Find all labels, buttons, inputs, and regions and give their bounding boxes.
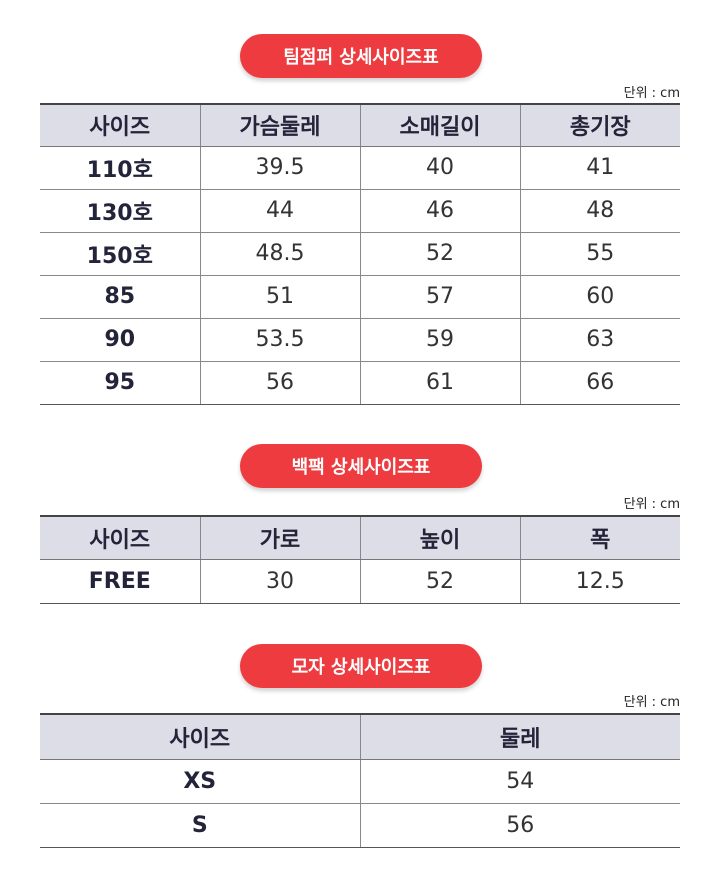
col-header-width: 가로: [199, 515, 360, 560]
jumper-size-title: 팀점퍼 상세사이즈표: [240, 34, 482, 78]
value-cell: 52: [359, 232, 520, 276]
jumper-unit-label: 단위 : cm: [623, 86, 680, 101]
value-cell: 60: [519, 275, 680, 319]
hat-size-title: 모자 상세사이즈표: [240, 644, 482, 688]
hat-unit-label: 단위 : cm: [623, 695, 680, 710]
table-row: XS 54: [40, 759, 680, 804]
value-cell: 30: [199, 559, 360, 604]
jumper-size-section: 팀점퍼 상세사이즈표 단위 : cm 사이즈 가슴둘레 소매길이 총기장 110…: [40, 34, 680, 406]
backpack-size-section: 백팩 상세사이즈표 단위 : cm 사이즈 가로 높이 폭 FREE 30 52…: [40, 444, 680, 604]
backpack-size-table: 사이즈 가로 높이 폭 FREE 30 52 12.5: [40, 515, 680, 604]
table-row: S 56: [40, 803, 680, 848]
col-header-size: 사이즈: [40, 103, 200, 147]
value-cell: 63: [519, 318, 680, 362]
col-header-circumference: 둘레: [359, 713, 680, 760]
col-header-size: 사이즈: [40, 515, 200, 560]
value-cell: 41: [519, 146, 680, 190]
value-cell: 56: [199, 361, 360, 405]
size-cell: S: [40, 803, 360, 848]
value-cell: 66: [519, 361, 680, 405]
table-row: 150호 48.5 52 55: [40, 232, 680, 276]
value-cell: 59: [359, 318, 520, 362]
value-cell: 40: [359, 146, 520, 190]
col-header-sleeve: 소매길이: [359, 103, 520, 147]
col-header-chest: 가슴둘레: [199, 103, 360, 147]
value-cell: 46: [359, 189, 520, 233]
value-cell: 48: [519, 189, 680, 233]
col-header-height: 높이: [359, 515, 520, 560]
size-cell: 90: [40, 318, 200, 362]
size-cell: 85: [40, 275, 200, 319]
col-header-length: 총기장: [519, 103, 680, 147]
backpack-size-title: 백팩 상세사이즈표: [240, 444, 482, 488]
hat-size-section: 모자 상세사이즈표 단위 : cm 사이즈 둘레 XS 54 S 56: [40, 644, 680, 854]
value-cell: 51: [199, 275, 360, 319]
value-cell: 57: [359, 275, 520, 319]
table-row: 95 56 61 66: [40, 361, 680, 405]
value-cell: 56: [359, 803, 680, 848]
size-cell: XS: [40, 759, 360, 804]
value-cell: 39.5: [199, 146, 360, 190]
size-cell: 95: [40, 361, 200, 405]
col-header-depth: 폭: [519, 515, 680, 560]
value-cell: 12.5: [519, 559, 680, 604]
value-cell: 52: [359, 559, 520, 604]
table-row: 130호 44 46 48: [40, 189, 680, 233]
size-cell: 110호: [40, 146, 200, 190]
jumper-size-table: 사이즈 가슴둘레 소매길이 총기장 110호 39.5 40 41 130호 4…: [40, 103, 680, 405]
value-cell: 44: [199, 189, 360, 233]
value-cell: 53.5: [199, 318, 360, 362]
size-cell: FREE: [40, 559, 200, 604]
value-cell: 61: [359, 361, 520, 405]
value-cell: 48.5: [199, 232, 360, 276]
table-row: 110호 39.5 40 41: [40, 146, 680, 190]
size-cell: 150호: [40, 232, 200, 276]
backpack-unit-label: 단위 : cm: [623, 497, 680, 512]
value-cell: 54: [359, 759, 680, 804]
size-cell: 130호: [40, 189, 200, 233]
table-row: 85 51 57 60: [40, 275, 680, 319]
table-row: 90 53.5 59 63: [40, 318, 680, 362]
col-header-size: 사이즈: [40, 713, 360, 760]
hat-size-table: 사이즈 둘레 XS 54 S 56: [40, 713, 680, 848]
table-row: FREE 30 52 12.5: [40, 559, 680, 604]
value-cell: 55: [519, 232, 680, 276]
